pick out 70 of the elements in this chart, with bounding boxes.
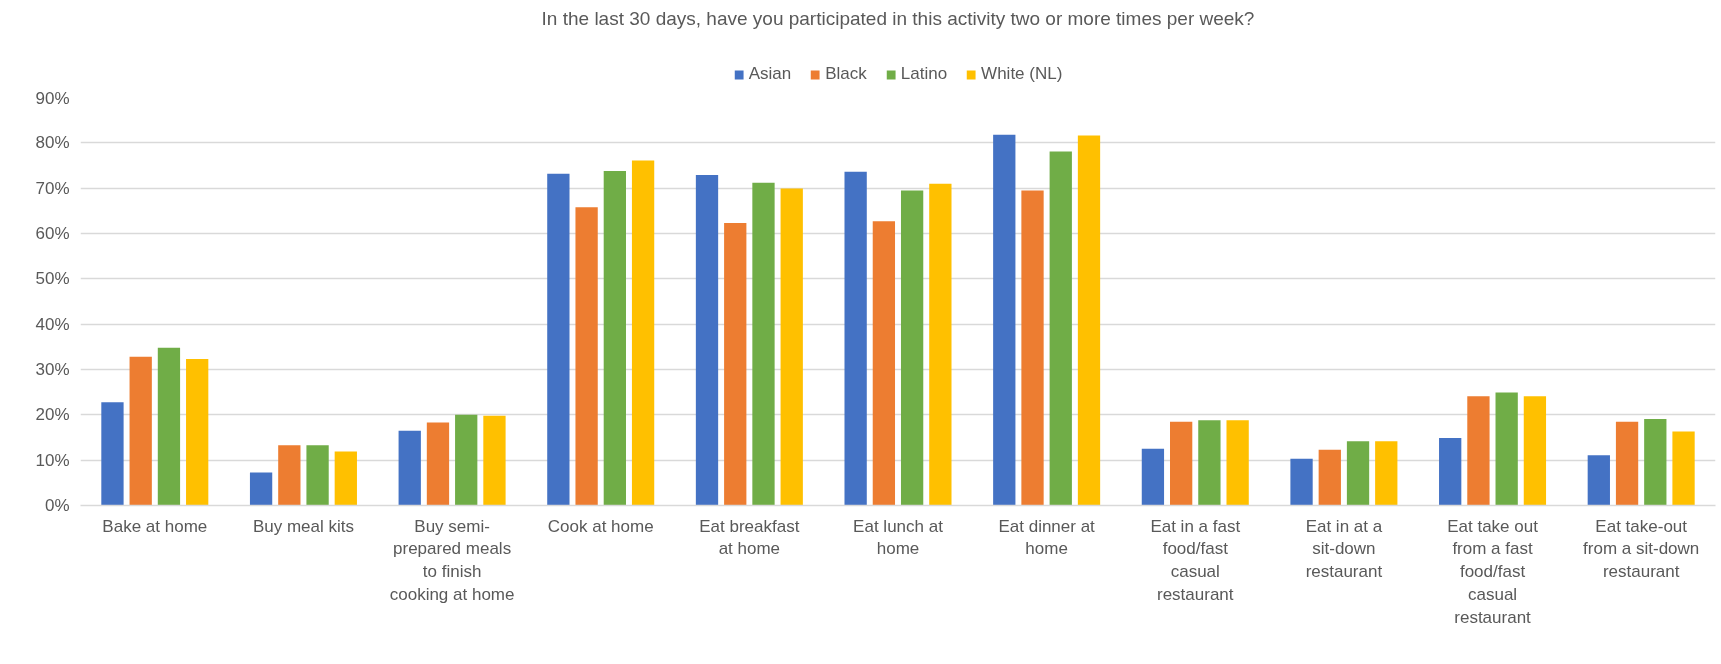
bar xyxy=(1644,418,1667,506)
legend-label: Asian xyxy=(748,64,792,84)
bar xyxy=(1226,420,1249,506)
y-tick-label: 20% xyxy=(35,405,70,425)
bar xyxy=(278,445,301,506)
x-tick-label: Eat in at a sit-down restaurant xyxy=(1305,516,1383,582)
y-tick-label: 10% xyxy=(35,450,70,470)
bar xyxy=(1077,135,1101,506)
bar xyxy=(1495,392,1518,506)
bar xyxy=(1021,190,1044,506)
bar xyxy=(724,223,747,506)
legend-label: White (NL) xyxy=(981,64,1063,84)
bar xyxy=(157,347,181,506)
bar xyxy=(631,160,655,506)
bar xyxy=(603,170,626,506)
bar xyxy=(1467,396,1490,506)
legend-label: Latino xyxy=(900,64,948,84)
bar xyxy=(1318,449,1341,506)
y-tick-label: 80% xyxy=(35,133,70,153)
bar xyxy=(1170,421,1193,506)
x-tick-label: Bake at home xyxy=(102,516,208,536)
bar xyxy=(1672,431,1695,506)
bar xyxy=(129,356,152,506)
bar xyxy=(575,207,598,506)
bar xyxy=(872,221,896,506)
bar xyxy=(483,415,506,506)
bar xyxy=(844,171,867,506)
x-tick-label: Eat take-out from a sit-down restaurant xyxy=(1583,516,1700,582)
bar xyxy=(1346,441,1370,506)
bar xyxy=(752,182,775,506)
x-tick-label: Eat take out from a fast food/fast casual restaurant xyxy=(1447,516,1539,627)
legend-label: Black xyxy=(825,64,867,84)
y-tick-label: 0% xyxy=(44,496,70,515)
bar xyxy=(101,402,124,506)
x-tick-label: Eat dinner at home xyxy=(998,516,1096,559)
bar xyxy=(780,188,803,506)
bar xyxy=(900,190,924,506)
bar xyxy=(1523,396,1547,506)
bar xyxy=(306,445,329,506)
bar xyxy=(1141,448,1165,506)
bar xyxy=(993,134,1016,506)
x-tick-label: Eat in a fast food/fast casual restaurant xyxy=(1150,516,1241,604)
bar xyxy=(334,451,357,506)
bar xyxy=(695,175,719,506)
y-tick-label: 90% xyxy=(35,88,70,108)
bar xyxy=(1290,458,1313,506)
bar xyxy=(1439,437,1462,506)
bar xyxy=(1587,455,1610,506)
y-tick-label: 40% xyxy=(35,314,70,334)
bar xyxy=(398,430,421,506)
chart-title: In the last 30 days, have you participated in this activity two or more times per week? xyxy=(541,7,1255,29)
x-tick-label: Buy meal kits xyxy=(252,516,354,536)
x-tick-label: Eat lunch at home xyxy=(853,516,944,559)
y-tick-label: 30% xyxy=(35,360,70,379)
y-tick-label: 70% xyxy=(35,178,70,198)
bar xyxy=(1615,421,1639,506)
bar xyxy=(249,472,273,506)
x-tick-label: Eat breakfast at home xyxy=(699,516,800,559)
y-tick-label: 60% xyxy=(35,224,70,243)
bar xyxy=(455,414,478,506)
y-tick-label: 50% xyxy=(35,269,70,289)
x-tick-label: Buy semi-prepared meals to finish cooking at home xyxy=(389,516,515,604)
bar xyxy=(186,359,209,506)
x-tick-label: Cook at home xyxy=(547,516,654,536)
bar xyxy=(1049,151,1072,506)
bar xyxy=(1375,441,1398,506)
bar xyxy=(1198,420,1221,506)
bar xyxy=(929,183,952,506)
bar xyxy=(547,173,570,506)
bar xyxy=(426,422,450,506)
